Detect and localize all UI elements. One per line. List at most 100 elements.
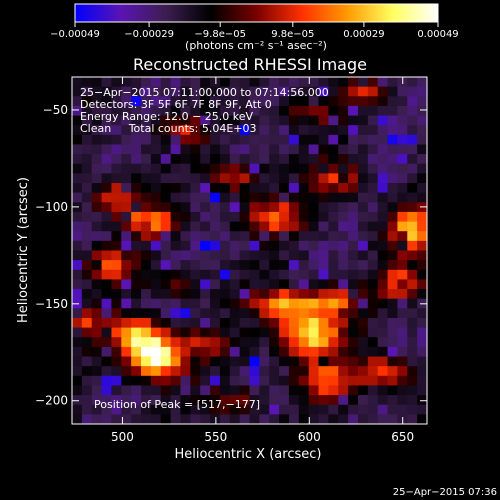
heatmap-cell [239,173,251,184]
heatmap-cell [249,327,260,338]
heatmap-cell [397,240,408,252]
heatmap-cell [72,86,83,97]
heatmap-cell [141,134,152,146]
heatmap-cell [367,356,379,367]
heatmap-cell [397,231,408,242]
heatmap-cell [91,327,103,338]
heatmap-cell [348,240,359,252]
heatmap-cell [72,375,83,387]
heatmap-cell [387,154,399,165]
heatmap-cell [367,260,379,271]
heatmap-cell [377,240,389,252]
heatmap-cell [121,163,132,174]
heatmap-cell [219,260,231,271]
heatmap-cell [72,183,83,194]
heatmap-cell [377,298,389,309]
heatmap-cell [72,250,83,261]
heatmap-cell [81,105,93,117]
heatmap-cell [131,183,142,194]
heatmap-cell [308,163,320,174]
heatmap-cell [259,395,270,406]
heatmap-cell [219,86,231,97]
heatmap-cell [239,183,251,194]
heatmap-cell [328,240,339,252]
heatmap-cell [91,298,103,309]
heatmap-cell [219,96,231,107]
heatmap-cell [229,404,241,415]
heatmap-cell [91,385,103,396]
heatmap-cell [348,211,359,223]
heatmap-cell [239,289,251,300]
heatmap-cell [407,356,418,367]
heatmap-cell [269,346,280,358]
heatmap-cell [210,183,221,194]
heatmap-cell [210,366,221,377]
heatmap-cell [229,183,241,194]
heatmap-cell [219,240,231,252]
heatmap-cell [298,269,310,281]
heatmap-cell [160,356,172,367]
heatmap-cell [200,289,211,300]
heatmap-cell [298,115,310,126]
heatmap-cell [259,231,270,242]
heatmap-cell [308,154,320,165]
heatmap-cell [141,125,152,136]
heatmap-cell [190,173,201,184]
heatmap-cell [190,356,201,367]
heatmap-cell [338,385,349,396]
heatmap-cell [190,211,201,223]
heatmap-cell [72,395,83,406]
heatmap-cell [338,86,349,97]
heatmap-cell [367,366,379,377]
heatmap-cell [141,356,152,367]
heatmap-cell [180,96,191,107]
heatmap-cell [348,163,359,174]
heatmap-cell [367,173,379,184]
heatmap-cell [101,77,113,88]
heatmap-cell [180,144,191,155]
heatmap-cell [249,154,260,165]
colorbar-unit-label: (photons cm⁻² s⁻¹ asec⁻²) [185,39,327,52]
heatmap-cell [200,404,211,415]
heatmap-cell [259,183,270,194]
heatmap-cell [318,308,329,319]
heatmap-cell [111,404,122,415]
heatmap-cell [308,96,320,107]
heatmap-cell [239,192,251,203]
heatmap-cell [338,404,349,415]
heatmap-cell [377,337,389,348]
heatmap-cell [150,356,162,367]
heatmap-cell [200,356,211,367]
heatmap-cell [229,269,241,281]
heatmap-cell [200,115,211,126]
heatmap-cell [239,317,251,329]
heatmap-cell [328,250,339,261]
heatmap-cell [141,115,152,126]
heatmap-cell [377,183,389,194]
heatmap-cell [377,385,389,396]
heatmap-cell [249,356,260,367]
heatmap-cell [259,115,270,126]
heatmap-cell [407,269,418,281]
heatmap-cell [91,105,103,117]
heatmap-cell [111,86,122,97]
heatmap-cell [131,375,142,387]
heatmap-cell [219,327,231,338]
heatmap-cell [239,269,251,281]
heatmap-cell [377,327,389,338]
heatmap-cell [219,144,231,155]
heatmap-cell [131,192,142,203]
heatmap-cell [308,250,320,261]
heatmap-cell [141,395,152,406]
heatmap-cell [318,375,329,387]
heatmap-cell [288,327,300,338]
heatmap-cell [190,163,201,174]
heatmap-cell [141,96,152,107]
heatmap-cell [190,240,201,252]
heatmap-cell [417,250,427,261]
heatmap-cell [111,231,122,242]
heatmap-cell [259,346,270,358]
heatmap-cell [279,250,290,261]
heatmap-cell [160,125,172,136]
heatmap-cell [308,289,320,300]
